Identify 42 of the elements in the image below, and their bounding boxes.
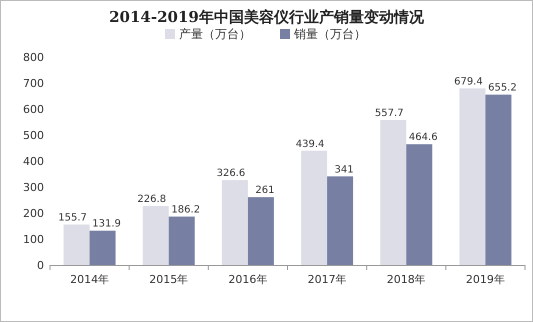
data-label: 557.7 bbox=[374, 108, 404, 119]
data-label: 439.4 bbox=[296, 138, 324, 150]
bar bbox=[459, 88, 486, 265]
bar bbox=[90, 230, 116, 265]
data-label: 341 bbox=[334, 164, 354, 176]
data-label: 186.2 bbox=[171, 204, 200, 216]
data-label: 679.4 bbox=[454, 76, 483, 88]
data-label: 131.9 bbox=[92, 218, 121, 230]
y-tick-label: 700 bbox=[23, 77, 44, 90]
y-tick-label: 600 bbox=[23, 103, 44, 116]
data-label: 326.6 bbox=[216, 168, 246, 180]
bar bbox=[301, 150, 328, 265]
data-label: 226.8 bbox=[137, 194, 166, 206]
x-tick-label: 2019年 bbox=[466, 273, 505, 286]
x-tick-label: 2014年 bbox=[70, 273, 110, 286]
legend-label: 销量（万台） bbox=[293, 27, 366, 41]
y-tick-label: 500 bbox=[23, 129, 44, 142]
bar bbox=[222, 180, 248, 265]
y-tick-label: 0 bbox=[37, 259, 44, 272]
bar bbox=[248, 197, 274, 265]
bar bbox=[485, 94, 512, 265]
bar bbox=[327, 176, 354, 265]
x-tick-label: 2015年 bbox=[149, 273, 188, 286]
data-label: 155.7 bbox=[58, 212, 87, 224]
data-label: 261 bbox=[255, 185, 274, 196]
y-tick-label: 100 bbox=[23, 233, 44, 246]
data-label: 655.2 bbox=[488, 82, 517, 94]
legend-label: 产量（万台） bbox=[179, 27, 251, 41]
bar bbox=[142, 206, 169, 265]
bar bbox=[64, 224, 90, 265]
bar bbox=[406, 144, 432, 265]
chart-title: 2014-2019年中国美容仪行业产销量变动情况 bbox=[109, 8, 425, 26]
bar bbox=[380, 120, 406, 265]
bar bbox=[168, 216, 195, 265]
x-tick-label: 2016年 bbox=[228, 273, 268, 286]
y-tick-label: 800 bbox=[23, 51, 44, 64]
y-tick-label: 400 bbox=[23, 155, 44, 168]
x-tick-label: 2017年 bbox=[308, 273, 347, 286]
data-label: 464.6 bbox=[408, 132, 438, 144]
y-tick-label: 300 bbox=[23, 181, 44, 194]
x-tick-label: 2018年 bbox=[386, 273, 426, 286]
y-tick-label: 200 bbox=[23, 207, 44, 220]
